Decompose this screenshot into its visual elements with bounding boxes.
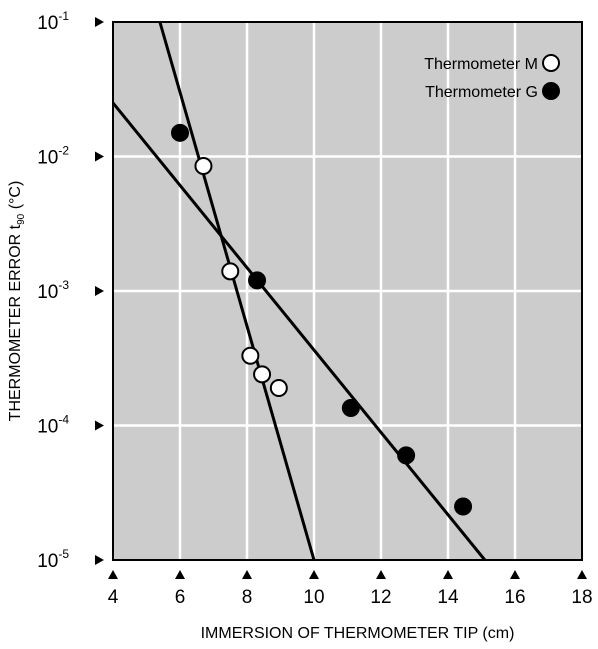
y-tick-marker bbox=[95, 555, 104, 565]
x-tick-label: 10 bbox=[303, 587, 324, 608]
y-tick-base: 10 bbox=[37, 148, 58, 169]
y-axis-ticks: 10-110-210-310-410-5 bbox=[37, 9, 104, 572]
x-tick-label: 4 bbox=[108, 587, 119, 608]
y-axis-title-main: THERMOMETER ERROR t bbox=[7, 224, 24, 421]
y-tick-exponent: -4 bbox=[58, 413, 69, 427]
fit-line-series-0 bbox=[158, 21, 316, 561]
legend-marker-series-0 bbox=[542, 54, 560, 72]
y-tick-exponent: -1 bbox=[58, 9, 69, 23]
y-tick-base: 10 bbox=[37, 282, 58, 303]
data-point-open bbox=[194, 156, 213, 175]
x-tick-marker bbox=[242, 570, 252, 579]
y-tick-label: 10-3 bbox=[37, 278, 69, 303]
y-tick-label: 10-4 bbox=[37, 413, 69, 438]
data-point-filled bbox=[454, 497, 473, 516]
y-axis-title: THERMOMETER ERROR t90 (°C) bbox=[7, 181, 27, 422]
x-tick-marker bbox=[175, 570, 185, 579]
fit-lines bbox=[111, 21, 487, 561]
x-tick-label: 14 bbox=[437, 587, 459, 608]
x-axis-ticks: 4 6 8 10 12 14 16 18 bbox=[108, 570, 593, 608]
legend: Thermometer M Thermometer G bbox=[424, 54, 560, 101]
legend-label-series-0: Thermometer M bbox=[424, 56, 538, 73]
fit-line-series-1 bbox=[111, 102, 487, 561]
x-tick-label: 16 bbox=[504, 587, 525, 608]
y-tick-exponent: -3 bbox=[58, 278, 69, 292]
x-tick-marker bbox=[443, 570, 453, 579]
y-tick-marker bbox=[95, 286, 104, 296]
x-tick-label: 12 bbox=[370, 587, 391, 608]
data-point-filled bbox=[397, 446, 416, 465]
y-tick-base: 10 bbox=[37, 551, 58, 572]
data-point-filled bbox=[248, 271, 267, 290]
y-tick-base: 10 bbox=[37, 417, 58, 438]
x-tick-label: 8 bbox=[242, 587, 253, 608]
x-tick-marker bbox=[108, 570, 118, 579]
x-tick-marker bbox=[577, 570, 587, 579]
data-point-filled bbox=[341, 398, 360, 417]
legend-marker-series-1 bbox=[542, 82, 560, 100]
x-tick-label: 6 bbox=[175, 587, 186, 608]
y-tick-exponent: -5 bbox=[58, 547, 69, 561]
y-tick-marker bbox=[95, 17, 104, 27]
data-points bbox=[171, 123, 473, 516]
data-point-open bbox=[253, 365, 272, 384]
y-axis-title-subscript: 90 bbox=[16, 213, 27, 225]
x-tick-marker bbox=[510, 570, 520, 579]
y-tick-base: 10 bbox=[37, 13, 58, 34]
legend-label-series-1: Thermometer G bbox=[425, 84, 538, 101]
data-point-filled bbox=[171, 123, 189, 142]
y-tick-exponent: -2 bbox=[58, 144, 69, 158]
x-axis-title: IMMERSION OF THERMOMETER TIP (cm) bbox=[201, 625, 515, 642]
x-tick-marker bbox=[376, 570, 386, 579]
y-tick-marker bbox=[95, 151, 104, 162]
y-tick-marker bbox=[95, 420, 104, 431]
data-point-open bbox=[241, 346, 260, 365]
plot-frame bbox=[112, 21, 583, 561]
x-tick-marker bbox=[309, 570, 319, 579]
x-tick-label: 18 bbox=[571, 587, 592, 608]
data-point-open bbox=[269, 379, 288, 398]
grid-lines bbox=[113, 22, 582, 560]
y-tick-label: 10-2 bbox=[37, 144, 69, 169]
data-point-open bbox=[221, 262, 240, 281]
y-tick-label: 10-5 bbox=[37, 547, 69, 572]
y-tick-label: 10-1 bbox=[37, 9, 69, 34]
y-axis-title-unit: (°C) bbox=[7, 181, 24, 214]
